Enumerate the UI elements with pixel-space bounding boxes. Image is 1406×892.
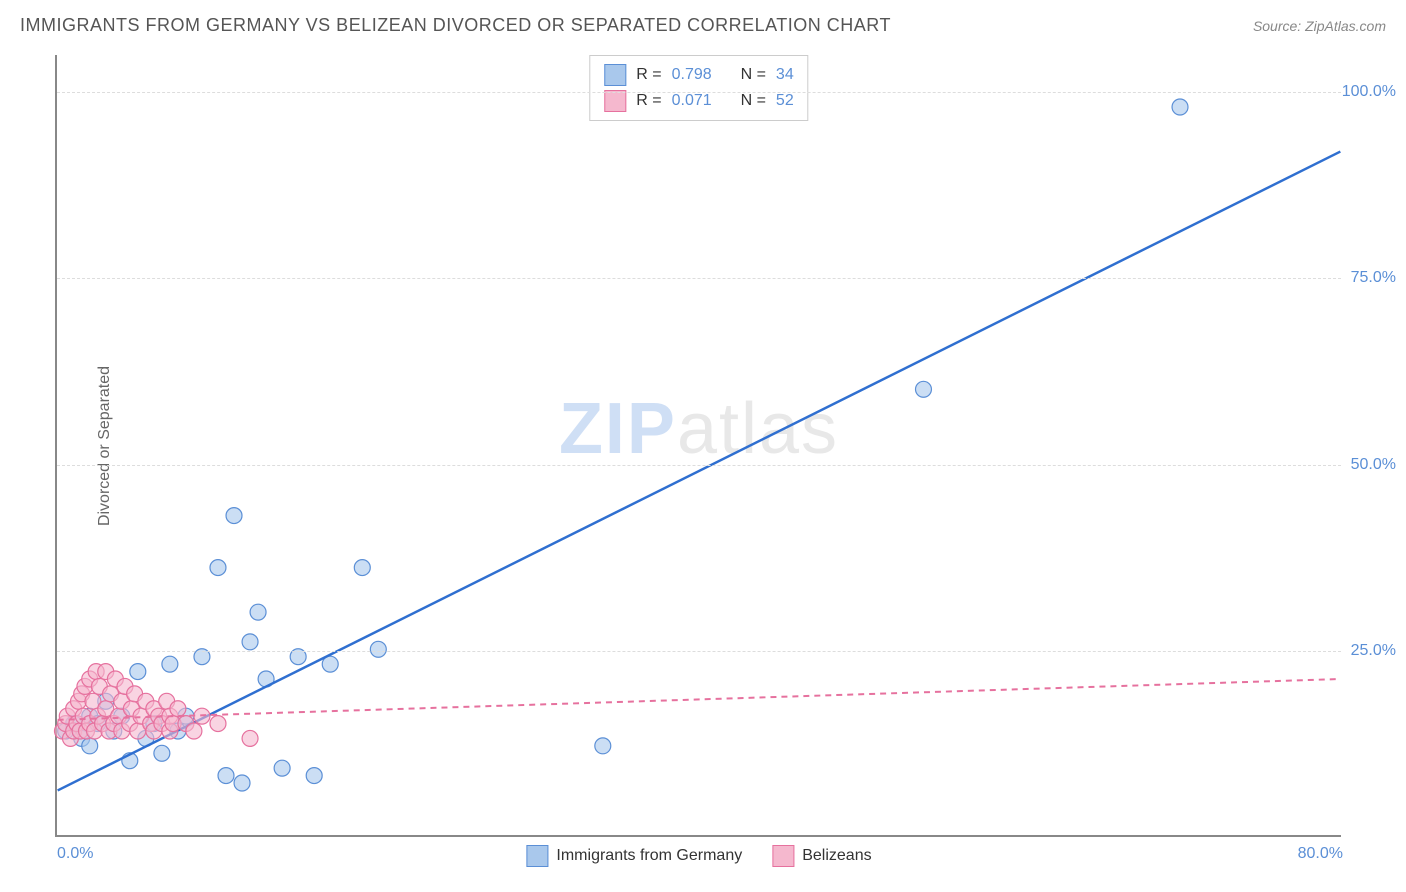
bottom-legend-belizean-label: Belizeans (802, 847, 871, 865)
scatter-point (354, 560, 370, 576)
scatter-point (242, 634, 258, 650)
scatter-point (234, 775, 250, 791)
plot-area: ZIPatlas R = 0.798 N = 34 R = 0.071 N = … (55, 55, 1341, 837)
legend-swatch-belizean (604, 90, 626, 112)
grid-line (57, 92, 1341, 93)
scatter-point (306, 768, 322, 784)
header: IMMIGRANTS FROM GERMANY VS BELIZEAN DIVO… (20, 15, 1386, 36)
y-tick-label: 75.0% (1351, 269, 1396, 287)
bottom-legend-germany: Immigrants from Germany (526, 845, 742, 867)
scatter-point (226, 508, 242, 524)
y-tick-label: 25.0% (1351, 642, 1396, 660)
scatter-point (210, 560, 226, 576)
bottom-legend: Immigrants from Germany Belizeans (526, 845, 871, 867)
legend-n-label: N = (741, 66, 766, 84)
grid-line (57, 465, 1341, 466)
scatter-point (154, 745, 170, 761)
scatter-point (170, 701, 186, 717)
scatter-point (915, 381, 931, 397)
legend-box: R = 0.798 N = 34 R = 0.071 N = 52 (589, 55, 808, 121)
source-label: Source: ZipAtlas.com (1253, 18, 1386, 34)
legend-n-val-germany: 34 (776, 66, 794, 84)
legend-r-val-belizean: 0.071 (672, 92, 712, 110)
chart-title: IMMIGRANTS FROM GERMANY VS BELIZEAN DIVO… (20, 15, 891, 36)
legend-n-label: N = (741, 92, 766, 110)
legend-r-val-germany: 0.798 (672, 66, 712, 84)
legend-n-val-belizean: 52 (776, 92, 794, 110)
grid-line (57, 651, 1341, 652)
scatter-point (130, 664, 146, 680)
legend-row-germany: R = 0.798 N = 34 (604, 62, 793, 88)
scatter-point (274, 760, 290, 776)
scatter-point (210, 716, 226, 732)
scatter-point (242, 730, 258, 746)
legend-r-label: R = (636, 92, 661, 110)
bottom-legend-belizean: Belizeans (772, 845, 871, 867)
y-tick-label: 50.0% (1351, 456, 1396, 474)
regression-line (58, 679, 1341, 720)
chart-container: Divorced or Separated ZIPatlas R = 0.798… (55, 55, 1341, 837)
scatter-point (186, 723, 202, 739)
x-tick-label: 80.0% (1298, 845, 1343, 863)
plot-svg (57, 55, 1341, 835)
scatter-point (162, 656, 178, 672)
bottom-swatch-germany (526, 845, 548, 867)
grid-line (57, 278, 1341, 279)
scatter-point (595, 738, 611, 754)
scatter-point (82, 738, 98, 754)
regression-line (58, 152, 1341, 791)
scatter-point (218, 768, 234, 784)
bottom-legend-germany-label: Immigrants from Germany (556, 847, 742, 865)
scatter-point (1172, 99, 1188, 115)
legend-swatch-germany (604, 64, 626, 86)
scatter-point (370, 641, 386, 657)
x-tick-label: 0.0% (57, 845, 93, 863)
scatter-point (250, 604, 266, 620)
legend-r-label: R = (636, 66, 661, 84)
bottom-swatch-belizean (772, 845, 794, 867)
y-tick-label: 100.0% (1342, 83, 1396, 101)
